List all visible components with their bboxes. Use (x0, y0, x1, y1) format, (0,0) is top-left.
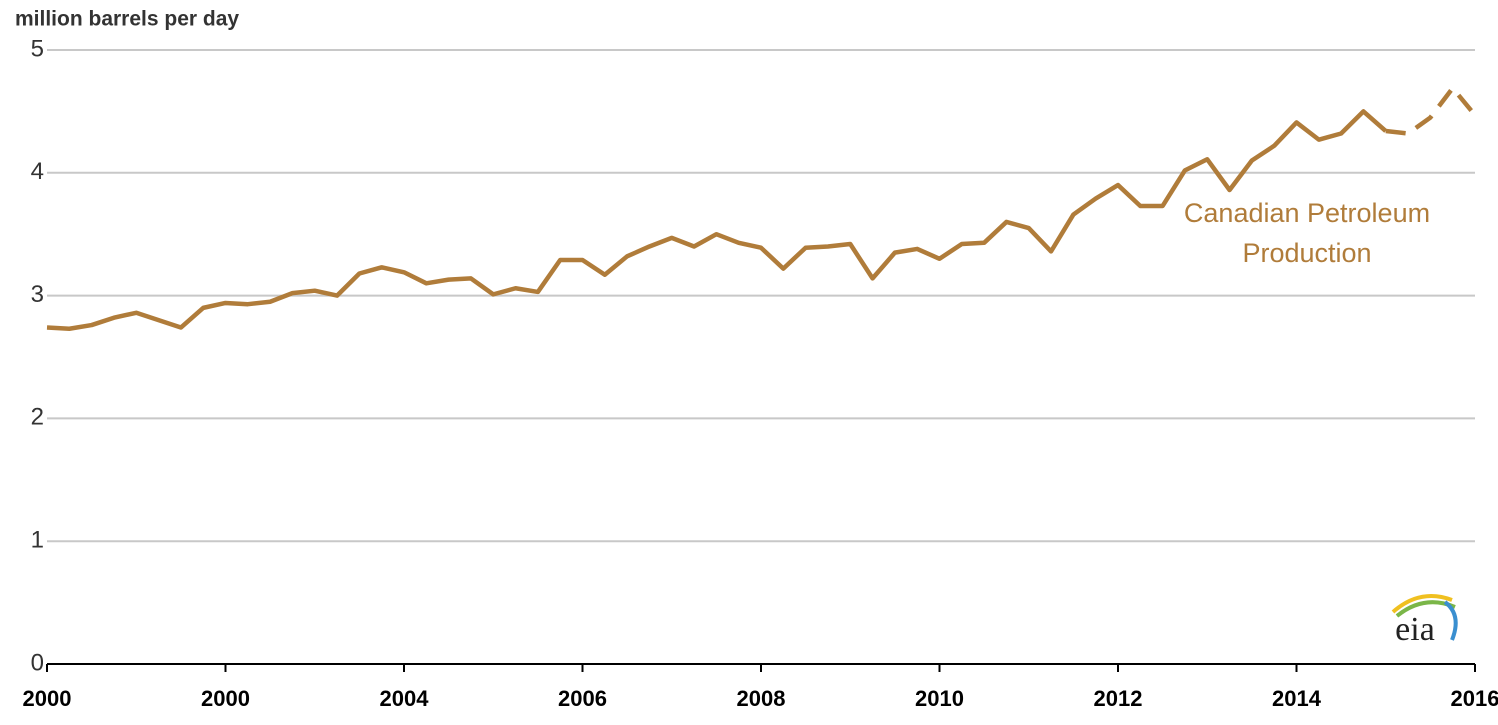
y-tick-label: 1 (31, 527, 44, 554)
y-tick-label: 2 (31, 404, 44, 431)
logo-arc (1443, 600, 1458, 641)
series-label-line: Production (1242, 238, 1371, 268)
x-tick-label: 2004 (380, 686, 430, 711)
series-label-line: Canadian Petroleum (1184, 198, 1430, 228)
series-line (1385, 85, 1477, 136)
logo-arc (1391, 594, 1453, 614)
x-tick-label: 2010 (915, 686, 964, 711)
y-axis-title: million barrels per day (15, 8, 239, 31)
series-line (46, 109, 1388, 332)
y-tick-label: 4 (31, 158, 44, 185)
x-tick-label: 2016 (1451, 686, 1498, 711)
y-tick-label: 0 (31, 649, 44, 676)
y-tick-label: 5 (31, 35, 44, 62)
series-label: Canadian Petroleum Production (1184, 198, 1430, 268)
x-tick-label: 2012 (1094, 686, 1143, 711)
x-tick-label: 2000 (23, 686, 72, 711)
logo-text: eia (1395, 611, 1435, 648)
x-tick-label: 2008 (737, 686, 786, 711)
x-tick-label: 2000 (201, 686, 250, 711)
x-tick-label: 2014 (1272, 686, 1322, 711)
eia-logo: eia (1391, 594, 1458, 648)
y-tick-label: 3 (31, 281, 44, 308)
x-tick-label: 2006 (558, 686, 607, 711)
